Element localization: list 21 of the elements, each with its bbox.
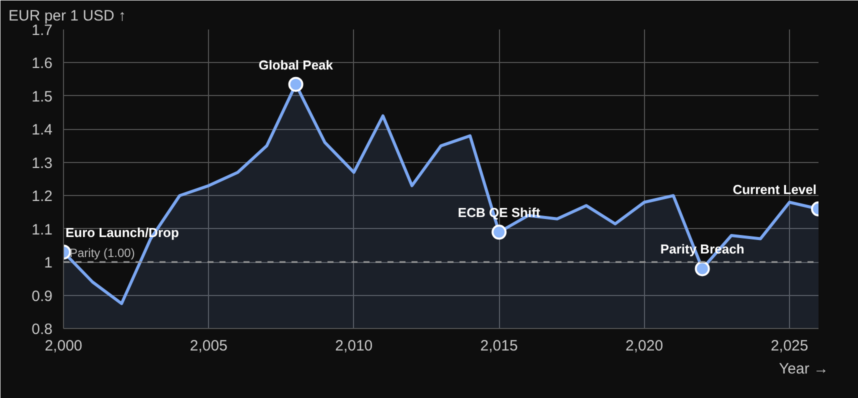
x-tick-label: 2,025 bbox=[770, 338, 808, 354]
point bbox=[492, 224, 507, 240]
y-tick-label: 0.9 bbox=[32, 288, 53, 305]
y-tick-label: 1.1 bbox=[32, 221, 53, 238]
x-tick-label: 2,015 bbox=[480, 338, 518, 354]
x-tick-label: 2,020 bbox=[626, 338, 664, 354]
ref-line-label: Parity (1.00) bbox=[70, 246, 135, 260]
y-tick-label: 0.8 bbox=[32, 321, 53, 338]
y-tick-label: 1.3 bbox=[32, 154, 53, 172]
y-tick-label: 1.5 bbox=[32, 88, 53, 106]
y-tick-label: 1.6 bbox=[32, 55, 53, 72]
annotation: Current Level bbox=[732, 182, 817, 197]
y-tick-label: 1.4 bbox=[32, 122, 53, 139]
x-tick-label: 2,010 bbox=[335, 338, 373, 354]
y-axis-title: EUR per 1 USD ↑ bbox=[8, 8, 126, 24]
y-tick-label: 1 bbox=[44, 254, 52, 272]
annotation: Global Peak bbox=[258, 57, 334, 72]
y-tick-label: 1.2 bbox=[32, 188, 53, 206]
x-tick-label: 2,000 bbox=[44, 338, 82, 354]
x-axis-title: Year → bbox=[779, 360, 829, 378]
x-tick-label: 2,005 bbox=[190, 338, 228, 354]
